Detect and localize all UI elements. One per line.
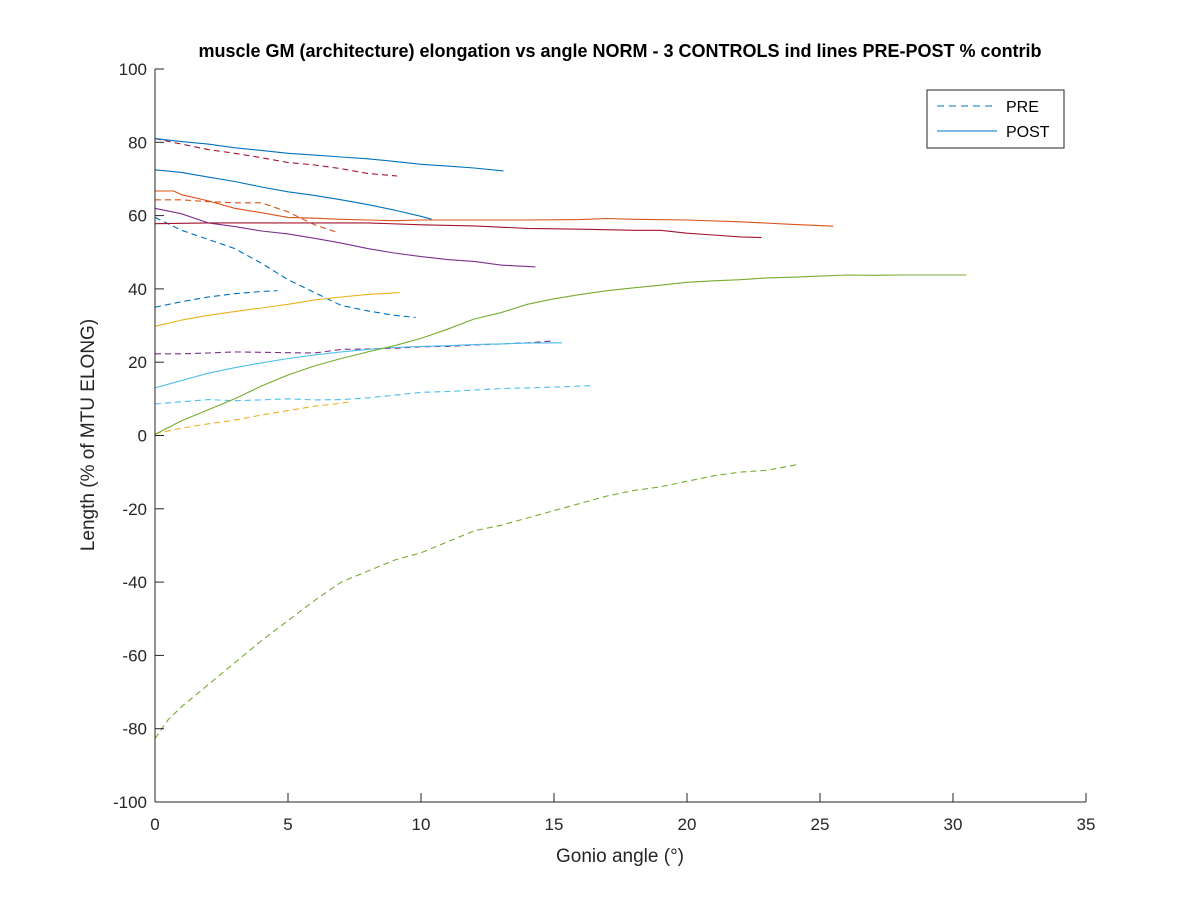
chart-title: muscle GM (architecture) elongation vs a… <box>198 41 1041 61</box>
x-tick-label: 30 <box>944 815 963 834</box>
y-tick-label: 100 <box>119 60 147 79</box>
y-tick-label: 40 <box>128 280 147 299</box>
x-tick-label: 20 <box>678 815 697 834</box>
series-line-4-pre <box>154 290 278 308</box>
x-tick-label: 35 <box>1077 815 1096 834</box>
y-tick-label: -80 <box>122 720 147 739</box>
x-tick-label: 10 <box>412 815 431 834</box>
series-line-2-pre <box>155 199 339 234</box>
legend-box <box>926 89 1065 149</box>
plot-background <box>155 69 1086 802</box>
y-tick-label: -40 <box>122 573 147 592</box>
series-line-9-post <box>154 138 504 172</box>
series-layer <box>154 138 967 739</box>
x-ticks: 0 5 10 15 20 25 30 35 <box>150 793 1095 834</box>
series-line-13-post <box>154 222 762 239</box>
x-tick-label: 5 <box>283 815 292 834</box>
y-tick-label: -60 <box>122 646 147 665</box>
x-tick-label: 15 <box>545 815 564 834</box>
legend-label-pre: PRE <box>1006 99 1039 116</box>
y-axis-label: Length (% of MTU ELONG) <box>78 319 99 551</box>
y-tick-label: 20 <box>128 353 147 372</box>
y-tick-label: 0 <box>138 427 147 446</box>
y-tick-label: -20 <box>122 500 147 519</box>
y-ticks: -100 -80 -60 -40 -20 0 20 40 60 80 100 <box>113 60 164 812</box>
legend-label-post: POST <box>1006 124 1050 141</box>
series-line-6-pre <box>154 385 592 405</box>
series-line-14-post <box>154 292 400 327</box>
series-line-16-post <box>154 274 967 435</box>
series-line-15-post <box>154 342 563 389</box>
y-tick-label: -100 <box>113 793 147 812</box>
series-line-8-pre <box>154 464 797 739</box>
y-tick-label: 60 <box>128 207 147 226</box>
x-tick-label: 0 <box>150 815 159 834</box>
series-line-1-pre <box>154 138 398 177</box>
y-tick-label: 80 <box>128 133 147 152</box>
series-line-3-pre <box>154 216 416 319</box>
series-line-12-post <box>154 207 536 268</box>
x-tick-label: 25 <box>811 815 830 834</box>
x-axis-label: Gonio angle (°) <box>556 846 684 867</box>
plot-area: 0 5 10 15 20 25 30 35 -100 -80 -60 -40 -20 0 20 40 60 80… <box>113 60 1095 834</box>
series-line-11-post <box>155 190 834 227</box>
legend: PRE POST <box>926 89 1065 149</box>
series-line-10-post <box>154 169 432 220</box>
